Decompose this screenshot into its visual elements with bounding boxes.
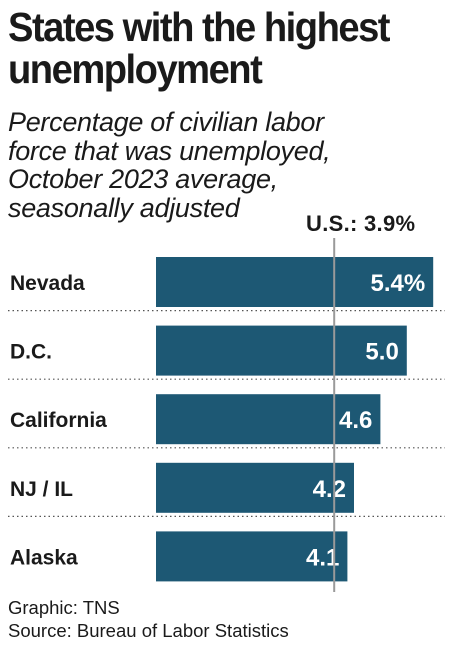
chart-title: States with the highest unemployment bbox=[8, 6, 422, 90]
graphic-credit: Graphic: TNS bbox=[8, 597, 120, 618]
subtitle-line-4: seasonally adjusted bbox=[8, 192, 240, 223]
footer: Graphic: TNS Source: Bureau of Labor Sta… bbox=[8, 596, 289, 642]
title-line-2: unemployment bbox=[8, 46, 263, 92]
chart-subtitle: Percentage of civilian labor force that … bbox=[8, 108, 453, 222]
value-label: 5.4% bbox=[370, 270, 425, 297]
category-label: NJ / IL bbox=[10, 478, 73, 501]
value-label: 4.6 bbox=[339, 407, 372, 434]
subtitle-line-3: October 2023 average, bbox=[8, 164, 278, 194]
bar bbox=[156, 257, 434, 307]
source-note: Source: Bureau of Labor Statistics bbox=[8, 620, 289, 641]
category-label: D.C. bbox=[10, 341, 52, 364]
bar bbox=[156, 462, 354, 513]
subtitle-line-1: Percentage of civilian labor bbox=[8, 107, 324, 137]
title-line-1: States with the highest bbox=[8, 4, 391, 50]
category-label: Nevada bbox=[10, 272, 85, 295]
bar bbox=[156, 325, 407, 376]
subtitle-line-2: force that was unemployed, bbox=[8, 135, 331, 166]
value-label: 5.0 bbox=[365, 339, 398, 366]
value-label: 4.2 bbox=[313, 476, 346, 503]
bar bbox=[156, 531, 348, 582]
bar bbox=[156, 394, 381, 445]
category-label: California bbox=[10, 409, 107, 432]
category-label: Alaska bbox=[10, 546, 78, 569]
us-average-label: U.S.: 3.9% bbox=[306, 211, 416, 236]
